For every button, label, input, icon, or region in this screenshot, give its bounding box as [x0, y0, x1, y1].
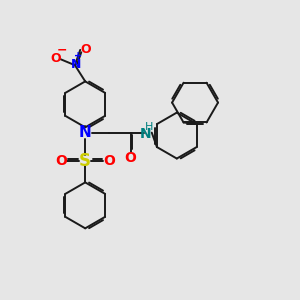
Text: O: O — [55, 154, 67, 168]
Text: O: O — [103, 154, 115, 168]
Text: N: N — [71, 58, 81, 71]
Text: S: S — [79, 152, 91, 169]
Text: N: N — [140, 128, 151, 141]
Text: H: H — [145, 122, 153, 132]
Text: +: + — [74, 51, 83, 61]
Text: −: − — [57, 44, 68, 56]
Text: O: O — [80, 43, 91, 56]
Text: O: O — [50, 52, 61, 65]
Text: N: N — [79, 125, 92, 140]
Text: O: O — [124, 151, 136, 165]
